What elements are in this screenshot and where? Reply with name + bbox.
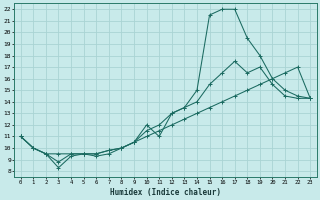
X-axis label: Humidex (Indice chaleur): Humidex (Indice chaleur) <box>110 188 221 197</box>
